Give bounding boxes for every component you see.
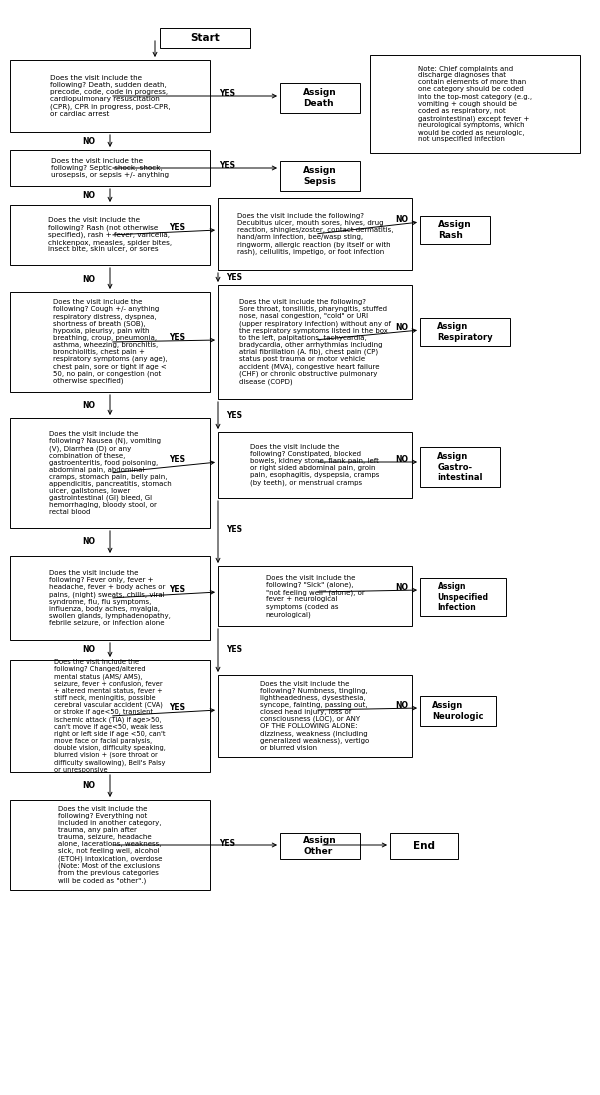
FancyBboxPatch shape xyxy=(160,28,250,48)
Text: NO: NO xyxy=(82,645,95,655)
Text: Assign
Death: Assign Death xyxy=(303,89,337,107)
Text: NO: NO xyxy=(395,702,408,711)
Text: Note: Chief complaints and
discharge diagnoses that
contain elements of more tha: Note: Chief complaints and discharge dia… xyxy=(418,66,532,142)
FancyBboxPatch shape xyxy=(390,833,458,858)
Text: Does the visit include the
following? Cough +/- anything
respiratory distress, d: Does the visit include the following? Co… xyxy=(53,300,167,384)
Text: NO: NO xyxy=(395,456,408,464)
Text: Assign
Neurologic: Assign Neurologic xyxy=(432,701,484,721)
Text: NO: NO xyxy=(395,323,408,333)
FancyBboxPatch shape xyxy=(218,675,412,757)
Text: Assign
Sepsis: Assign Sepsis xyxy=(303,166,337,186)
FancyBboxPatch shape xyxy=(218,285,412,399)
FancyBboxPatch shape xyxy=(420,447,500,487)
Text: NO: NO xyxy=(82,782,95,791)
Text: Does the visit include the following?
Decubitus ulcer, mouth sores, hives, drug
: Does the visit include the following? De… xyxy=(237,214,393,255)
FancyBboxPatch shape xyxy=(420,318,510,346)
Text: YES: YES xyxy=(169,586,185,595)
Text: NO: NO xyxy=(82,192,95,200)
Text: Start: Start xyxy=(190,33,220,43)
Text: Does the visit include the
following? Fever only, fever +
headache, fever + body: Does the visit include the following? Fe… xyxy=(49,570,171,625)
Text: Does the visit include the
following? "Sick" (alone),
"not feeling well" (alone): Does the visit include the following? "S… xyxy=(266,575,364,618)
Text: YES: YES xyxy=(226,412,242,420)
Text: YES: YES xyxy=(169,334,185,343)
Text: NO: NO xyxy=(395,216,408,224)
Text: YES: YES xyxy=(219,839,235,848)
FancyBboxPatch shape xyxy=(420,696,496,726)
FancyBboxPatch shape xyxy=(10,292,210,392)
Text: NO: NO xyxy=(82,137,95,146)
Text: Does the visit include the
following? Nausea (N), vomiting
(V), Diarrhea (D) or : Does the visit include the following? Na… xyxy=(49,430,172,516)
FancyBboxPatch shape xyxy=(280,83,360,113)
Text: Does the visit include the
following? Septic shock, shock,
urosepsis, or sepsis : Does the visit include the following? Se… xyxy=(51,158,169,178)
FancyBboxPatch shape xyxy=(280,833,360,858)
Text: Does the visit include the
following? Changed/altered
mental status (AMS/ AMS),
: Does the visit include the following? Ch… xyxy=(54,659,166,773)
Text: YES: YES xyxy=(226,274,242,283)
FancyBboxPatch shape xyxy=(10,418,210,528)
Text: YES: YES xyxy=(226,526,242,534)
Text: Assign
Other: Assign Other xyxy=(303,837,337,855)
Text: YES: YES xyxy=(219,90,235,99)
FancyBboxPatch shape xyxy=(420,216,490,244)
FancyBboxPatch shape xyxy=(10,800,210,890)
Text: Does the visit include the following?
Sore throat, tonsillitis, pharyngitis, stu: Does the visit include the following? So… xyxy=(239,299,391,384)
Text: Assign
Unspecified
Infection: Assign Unspecified Infection xyxy=(437,583,488,612)
FancyBboxPatch shape xyxy=(218,566,412,626)
Text: YES: YES xyxy=(169,456,185,464)
FancyBboxPatch shape xyxy=(10,660,210,772)
Text: YES: YES xyxy=(219,161,235,171)
FancyBboxPatch shape xyxy=(218,198,412,270)
Text: Does the visit include the
following? Numbness, tingling,
lightheadedness, dyses: Does the visit include the following? Nu… xyxy=(260,681,370,751)
Text: End: End xyxy=(413,841,435,851)
Text: NO: NO xyxy=(395,584,408,592)
Text: Assign
Gastro-
intestinal: Assign Gastro- intestinal xyxy=(437,452,483,482)
FancyBboxPatch shape xyxy=(10,150,210,186)
Text: YES: YES xyxy=(226,645,242,655)
Text: Does the visit include the
following? Everything not
included in another categor: Does the visit include the following? Ev… xyxy=(58,806,162,884)
Text: Assign
Rash: Assign Rash xyxy=(438,220,472,240)
Text: Does the visit include the
following? Rash (not otherwise
specified), rash + fev: Does the visit include the following? Ra… xyxy=(48,218,172,253)
Text: Does the visit include the
following? Death, sudden death,
precode, code, code i: Does the visit include the following? De… xyxy=(50,76,170,117)
Text: NO: NO xyxy=(82,538,95,546)
FancyBboxPatch shape xyxy=(218,433,412,498)
FancyBboxPatch shape xyxy=(10,60,210,132)
FancyBboxPatch shape xyxy=(10,205,210,265)
FancyBboxPatch shape xyxy=(10,556,210,639)
Text: NO: NO xyxy=(82,275,95,284)
FancyBboxPatch shape xyxy=(370,55,580,153)
Text: Does the visit include the
following? Constipated, blocked
bowels, kidney stone,: Does the visit include the following? Co… xyxy=(250,445,380,486)
Text: NO: NO xyxy=(82,401,95,410)
Text: YES: YES xyxy=(169,703,185,713)
FancyBboxPatch shape xyxy=(280,161,360,191)
Text: YES: YES xyxy=(169,223,185,232)
Text: Assign
Respiratory: Assign Respiratory xyxy=(437,322,493,342)
FancyBboxPatch shape xyxy=(420,578,506,616)
